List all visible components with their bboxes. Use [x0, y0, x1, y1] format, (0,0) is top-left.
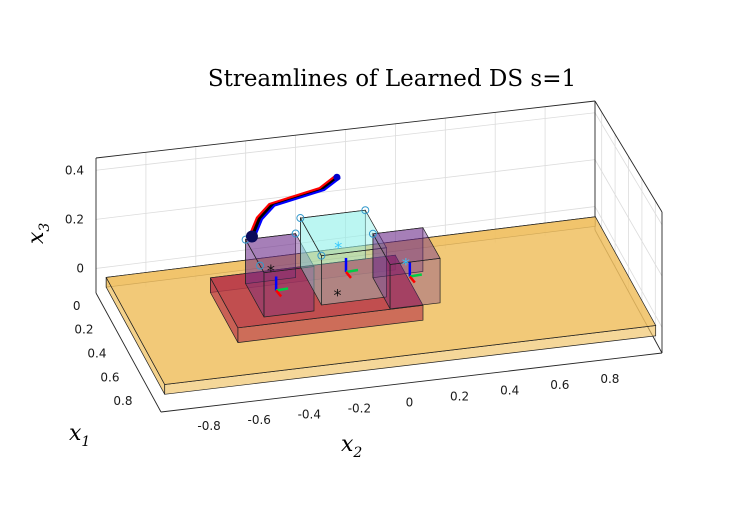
corner-marker	[368, 229, 377, 238]
box-right-face	[389, 257, 441, 310]
axes-frame	[95, 100, 663, 413]
x3-axis-label: x3	[24, 223, 53, 244]
x1-tick-label: 0	[73, 299, 81, 313]
x1-tick-label: 0.8	[113, 394, 132, 408]
box-center-face	[299, 209, 387, 257]
frame-axis-y	[345, 268, 359, 274]
frame-axis-y	[409, 273, 423, 278]
marker-star: *	[334, 238, 342, 257]
tick-labels: 0 0.2 0.4 0.6 0.8 -0.8 -0.6 -0.4 -0.2 0 0.2 0.4 0.6 0…	[65, 163, 620, 433]
grid-lines	[95, 106, 663, 341]
frame-axis-x	[275, 289, 283, 298]
x2-tick-label: 0.6	[550, 378, 569, 392]
x3-tick-label: 0	[76, 261, 84, 275]
x2-tick-label: -0.8	[197, 419, 220, 433]
x1-tick-label: 0.4	[87, 347, 106, 361]
x2-tick-label: 0.2	[450, 390, 469, 404]
x2-tick-label: -0.6	[247, 413, 270, 427]
x1-axis-label: x1	[69, 421, 90, 450]
frame-axis-x	[408, 275, 416, 284]
platform	[209, 254, 424, 343]
x2-tick-label: 0.8	[600, 372, 619, 386]
axis-edge	[160, 352, 663, 413]
box-right-face	[372, 227, 441, 265]
scene-objects: * * * *	[105, 173, 657, 395]
x2-tick-label: 0	[406, 396, 414, 410]
box-left	[245, 233, 315, 318]
grid-line	[95, 112, 596, 171]
grid-line	[95, 206, 596, 269]
axis-edge	[95, 100, 596, 159]
marker-star: *	[402, 254, 410, 273]
x1-tick-label: 0.6	[100, 370, 119, 384]
grid-line	[594, 206, 663, 328]
chart-title: Streamlines of Learned DS s=1	[208, 66, 576, 92]
frame-axis-y	[275, 287, 289, 292]
corner-marker	[361, 206, 370, 215]
streamline-black	[249, 175, 339, 239]
table-slab	[105, 216, 657, 395]
start-point	[245, 230, 258, 243]
box-center	[299, 209, 387, 306]
corner-marker	[256, 261, 265, 270]
grid-line	[95, 159, 596, 220]
x2-tick-label: -0.4	[298, 407, 321, 421]
grid-line	[594, 112, 663, 226]
axis-edge	[594, 100, 663, 213]
x2-axis-label: x2	[341, 432, 362, 461]
corner-marker	[296, 214, 305, 223]
x3-tick-label: 0.2	[65, 212, 84, 226]
marker-star: *	[267, 261, 275, 280]
frame-axis-x	[345, 271, 352, 279]
corner-marker	[291, 229, 300, 238]
x2-tick-label: -0.2	[348, 401, 371, 415]
streamline-red	[248, 175, 336, 237]
x3-tick-label: 0.4	[65, 163, 84, 177]
grid-line	[594, 159, 663, 277]
axis-edge	[95, 292, 162, 413]
end-point	[333, 173, 341, 181]
marker-star: *	[333, 285, 341, 304]
x2-tick-label: 0.4	[500, 384, 519, 398]
corner-marker	[317, 251, 326, 260]
streamline-blue	[253, 177, 341, 239]
x1-tick-label: 0.2	[74, 323, 93, 337]
